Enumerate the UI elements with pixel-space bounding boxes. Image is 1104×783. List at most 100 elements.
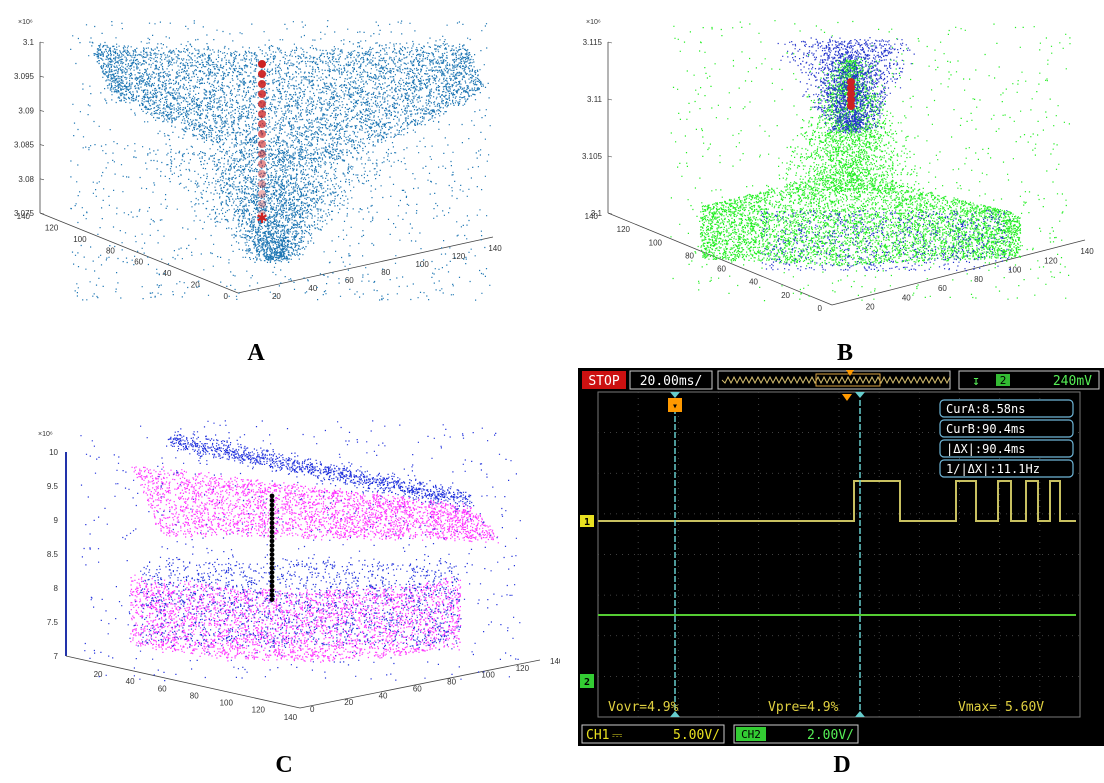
panel-a-funnel-points <box>133 147 420 264</box>
panel-a-x-tick-label: 80 <box>381 268 390 277</box>
panel-c-y-tick-label: 120 <box>516 664 530 673</box>
cursor-b-top[interactable] <box>855 392 865 398</box>
panel-c-axes: 7 7.5 8 8.5 9 9.5 10 ×10⁶ 20 40 60 80 100 120 140 0 20 40… <box>38 431 560 722</box>
osc-trigger-src-badge <box>996 374 1010 386</box>
panel-b-z-tick-label: 3.115 <box>583 38 603 47</box>
panel-a-highlight-point <box>258 200 266 208</box>
panel-b-z-exponent: ×10⁶ <box>586 19 601 26</box>
panel-c-upper-sheet-points <box>131 466 499 544</box>
panel-c-svg: 7 7.5 8 8.5 9 9.5 10 ×10⁶ 20 40 60 80 100 120 140 0 20 40… <box>38 420 560 722</box>
panel-b-y-tick-label: 100 <box>649 238 663 247</box>
panel-a-z-tick <box>39 41 45 44</box>
panel-c-highlight-point <box>269 588 275 593</box>
panel-a-x-axis <box>237 236 494 294</box>
ch2-label: CH2 <box>741 728 761 741</box>
panel-b-top <box>777 36 915 134</box>
panel-b-z-tick <box>607 98 613 101</box>
panel-c-highlight-point <box>269 552 275 557</box>
panel-b-y-tick-label: 140 <box>585 212 599 221</box>
panel-b-x-tick-label: 80 <box>974 275 983 284</box>
panel-a-highlight-point <box>258 110 266 118</box>
panel-a-x-tick-label: 60 <box>345 276 354 285</box>
panel-b-x-tick-label: 120 <box>1044 256 1058 265</box>
panel-a-z-tick-label: 3.095 <box>14 72 35 81</box>
cursor-readout-box-1 <box>939 399 1074 418</box>
panel-a-z-tick-label: 3.08 <box>18 175 34 184</box>
panel-b-x-tick-label: 60 <box>938 284 947 293</box>
panel-c-y-tick-label: 20 <box>344 698 353 707</box>
panel-b-x-tick-label: 20 <box>866 303 875 312</box>
cursor-a-readout: CurA:8.58ns <box>946 402 1025 416</box>
measurement-vpre: Vpre=4.9% <box>768 700 839 715</box>
panel-c-z-tick-label: 8 <box>54 584 59 593</box>
panel-c-x-tick-label: 20 <box>94 670 103 679</box>
panel-b-z-tick <box>607 155 613 158</box>
panel-b-x-axis <box>831 239 1086 306</box>
panel-b-z-tick-label: 3.11 <box>587 95 603 104</box>
panel-c-upper-blue <box>170 431 472 510</box>
panel-c-y-axis <box>299 659 541 709</box>
panel-c-highlight-point <box>269 511 275 517</box>
ch2-label-badge <box>736 727 766 741</box>
panel-a-y-tick-label: 140 <box>17 212 31 221</box>
panel-a-funnel <box>133 147 420 264</box>
panel-d-oscilloscope: STOP 20.00ms/ ↧ 2 240mV ▾ CurA:8.58ns Cu… <box>578 368 1104 746</box>
panel-a-sheet-points <box>91 40 487 163</box>
panel-c-z-tick-label: 7.5 <box>47 618 59 627</box>
panel-a-highlight-point <box>258 100 266 108</box>
panel-a-y-axis <box>39 212 239 294</box>
panel-c-x-tick-label: 80 <box>190 691 199 700</box>
panel-c-highlight-point <box>269 597 275 602</box>
panel-a-z-tick-label: 3.075 <box>14 209 35 218</box>
panel-d-label: D <box>833 752 851 778</box>
panel-b-z-tick-label: 3.105 <box>582 152 603 161</box>
panel-c-highlight-point <box>269 520 275 526</box>
panel-b-base-points <box>700 170 1022 266</box>
panel-b-base <box>700 170 1022 266</box>
panel-a-z-exponent: ×10⁶ <box>18 19 33 26</box>
panel-b-x-tick-label: 140 <box>1080 247 1094 256</box>
panel-c-highlight-point <box>269 565 275 571</box>
panel-b-y-tick-label: 20 <box>781 291 790 300</box>
cursor-b-bottom[interactable] <box>855 711 865 717</box>
ch1-marker-text: 1 <box>584 517 590 528</box>
cursor-a-top[interactable] <box>670 392 680 398</box>
panel-c-highlight-point <box>269 538 275 544</box>
measurement-vovr: Vovr=4.9% <box>608 700 679 715</box>
osc-timebase: 20.00ms/ <box>640 374 703 389</box>
panel-a-highlight-point <box>258 120 266 128</box>
panel-c-highlight-point <box>269 547 275 553</box>
trigger-time-marker <box>842 394 852 401</box>
panel-a-z-tick-label: 3.1 <box>23 38 35 47</box>
panel-b-top-points <box>777 36 915 134</box>
panel-c-highlight-point <box>269 570 275 575</box>
osc-edge-icon: ↧ <box>972 374 980 389</box>
panel-a-highlight-point <box>258 130 266 138</box>
panel-b-chart: 3.1 3.105 3.11 3.115 ×10⁶ 0 20 40 60 80 100 120 140 2… <box>560 0 1104 330</box>
panel-c-y-tick-label: 140 <box>550 657 560 666</box>
panel-a-chart: 3.075 3.08 3.085 3.09 3.095 3.1 ×10⁶ 0 20 40 60 80 1… <box>0 0 520 330</box>
measurement-vmax: Vmax= 5.60V <box>958 700 1044 715</box>
panel-a-highlight-point <box>258 90 266 98</box>
panel-c-z-tick-label: 9 <box>54 516 59 525</box>
osc-trigger-pos-marker <box>846 370 854 376</box>
panel-c-x-tick-label: 120 <box>252 706 266 715</box>
panel-b-highlight-point <box>847 84 855 92</box>
cursor-readout-box-4 <box>939 459 1074 478</box>
panel-a-y-tick-label: 60 <box>134 258 143 267</box>
panel-c-highlight-point <box>269 579 275 584</box>
panel-a-highlight-point <box>258 60 266 68</box>
panel-b-svg: 3.1 3.105 3.11 3.115 ×10⁶ 0 20 40 60 80 100 120 140 2… <box>582 19 1094 313</box>
panel-a-z-tick <box>39 212 45 215</box>
osc-memory-bar <box>717 370 951 390</box>
osc-trigger-level: 240mV <box>1053 374 1092 389</box>
osc-timebase-box <box>629 370 713 390</box>
ch2-scale: 2.00V/ <box>807 728 854 743</box>
cursor-freq-readout: 1/|ΔX|:11.1Hz <box>946 462 1040 476</box>
panel-a-highlight-point <box>258 140 266 148</box>
panel-b-y-tick-label: 0 <box>818 304 823 313</box>
cursor-a-bottom[interactable] <box>670 711 680 717</box>
panel-a-highlight-star: ✱ <box>256 210 268 226</box>
ch1-coupling-icon: ⎓ <box>612 728 622 743</box>
panel-a-highlight-point <box>258 160 266 168</box>
